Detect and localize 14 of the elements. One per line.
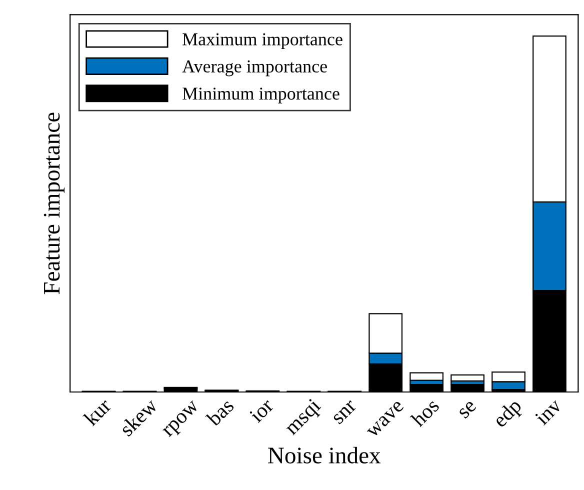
x-axis-title: Noise index: [268, 446, 381, 464]
legend-label: Maximum importance: [182, 33, 342, 50]
x-tick-label: inv: [534, 397, 563, 426]
legend-label: Minimum importance: [182, 88, 340, 104]
x-tick-label: hos: [410, 397, 440, 428]
x-tick-label: wave: [366, 400, 404, 438]
y-axis-title: Feature importance: [44, 112, 65, 294]
x-tick-label: kur: [82, 396, 112, 427]
x-tick-label: bas: [205, 397, 235, 427]
x-tick-label: edp: [492, 397, 526, 431]
x-tick-label: snr: [332, 400, 358, 425]
x-tick-label: se: [458, 400, 477, 419]
x-tick-label: ior: [248, 397, 274, 424]
legend-label: Average importance: [182, 60, 327, 76]
